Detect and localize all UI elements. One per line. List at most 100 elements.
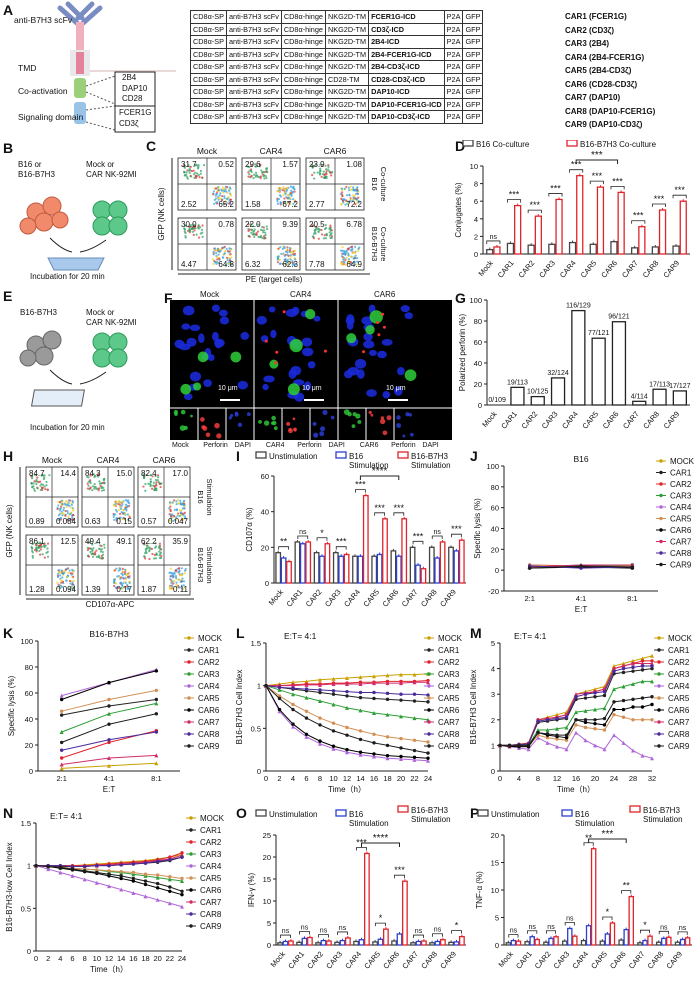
event-dot xyxy=(263,177,266,180)
event-dot xyxy=(313,171,316,174)
event-dot xyxy=(248,173,251,176)
nucleus xyxy=(303,381,312,391)
event-dot xyxy=(143,543,146,546)
x-tick-label: 24 xyxy=(610,774,618,783)
data-point xyxy=(291,686,295,690)
y-axis-label: Specific lysis (%) xyxy=(473,498,482,559)
event-dot xyxy=(355,198,358,201)
event-dot xyxy=(189,223,193,227)
construct-cell: P2A xyxy=(443,47,464,61)
event-dot xyxy=(246,165,249,168)
data-point xyxy=(372,690,376,695)
construct-row: CD8α-SP anti-B7H3 scFv CD8α-hinge NKG2D-TM 2… xyxy=(190,60,484,74)
event-dot xyxy=(179,499,182,502)
data-point xyxy=(331,702,336,707)
legend-marker xyxy=(659,482,663,486)
event-dot xyxy=(342,252,345,255)
event-dot xyxy=(350,245,354,248)
data-point xyxy=(107,763,111,768)
y-tick-label: 6 xyxy=(474,197,478,206)
event-dot xyxy=(193,176,196,179)
data-point xyxy=(291,724,295,729)
event-dot xyxy=(226,185,229,189)
data-point xyxy=(426,756,430,760)
sub-dot xyxy=(190,414,193,418)
data-point xyxy=(318,682,322,687)
legend-text: CAR1 xyxy=(670,469,692,478)
x-axis-label: Time（h） xyxy=(557,785,595,794)
y-tick-label: 0 xyxy=(474,250,478,259)
panel-label-m: M xyxy=(470,625,482,641)
bar xyxy=(324,543,331,584)
tmd-shape xyxy=(76,52,84,74)
event-dot xyxy=(59,507,62,510)
sub-dot xyxy=(246,412,251,417)
bar xyxy=(505,942,512,946)
event-dot xyxy=(329,236,332,240)
sig-label: * xyxy=(379,913,383,923)
nucleus xyxy=(307,361,316,369)
panel-label-h: H xyxy=(3,448,14,464)
data-point xyxy=(107,863,111,868)
event-dot xyxy=(67,587,71,590)
event-dot xyxy=(65,505,68,509)
bar xyxy=(280,557,287,584)
event-dot xyxy=(286,253,289,257)
event-dot xyxy=(343,187,346,190)
y-axis-label: Specific lysis (%) xyxy=(7,675,16,736)
sub-dot xyxy=(352,412,357,417)
y-tick-label: 100 xyxy=(20,637,33,646)
bar xyxy=(632,400,647,406)
construct-cell: anti-B7H3 scFv xyxy=(225,35,282,49)
data-point xyxy=(70,873,75,878)
data-point xyxy=(399,698,403,702)
data-point xyxy=(59,766,64,771)
event-dot xyxy=(178,570,181,573)
data-point xyxy=(631,661,635,666)
x-tick-label: 10 xyxy=(93,954,101,963)
data-point xyxy=(119,869,123,874)
event-dot xyxy=(72,575,75,578)
data-point xyxy=(168,889,172,893)
quadrant-value: 20.5 xyxy=(309,220,325,229)
legend-text: CAR8 xyxy=(670,549,692,558)
sig-label: *** xyxy=(355,480,366,490)
event-dot xyxy=(150,487,154,490)
construct-row: CD8α-SP anti-B7H3 scFv CD8α-hinge CD28-TM CD… xyxy=(190,72,484,86)
event-dot xyxy=(323,174,326,177)
event-dot xyxy=(35,483,38,486)
event-dot xyxy=(142,485,145,488)
event-dot xyxy=(60,569,63,572)
data-point xyxy=(345,750,349,755)
bar xyxy=(401,880,408,946)
event-dot xyxy=(176,513,180,516)
bar xyxy=(630,247,639,255)
data-point xyxy=(574,730,578,735)
data-point xyxy=(583,696,588,700)
event-dot xyxy=(71,516,74,519)
data-point xyxy=(345,694,349,698)
nk-cell xyxy=(365,325,375,335)
event-dot xyxy=(183,511,186,514)
event-dot xyxy=(288,246,292,250)
data-point xyxy=(358,750,363,754)
scfv-label: anti-B7H3 scFv xyxy=(14,15,73,25)
bar xyxy=(319,555,325,584)
x-tick-label: 0 xyxy=(264,774,268,783)
flow-row-title: B16 xyxy=(196,490,205,503)
legend-text: CAR7 xyxy=(200,898,222,907)
event-dot xyxy=(172,576,175,579)
y-tick-label: 100 xyxy=(486,462,499,471)
event-dot xyxy=(293,190,296,193)
data-point xyxy=(107,722,111,726)
y-axis-label: B16-B7H3 Cell Index xyxy=(236,670,244,745)
data-point xyxy=(583,720,588,725)
event-dot xyxy=(329,224,332,227)
event-dot xyxy=(70,586,73,589)
data-point xyxy=(58,870,63,875)
construct-cell: P2A xyxy=(443,10,464,24)
x-tick-label: 16 xyxy=(572,774,580,783)
legend-text: Stimulation xyxy=(575,819,615,828)
event-dot xyxy=(86,482,89,485)
bar xyxy=(382,518,388,584)
